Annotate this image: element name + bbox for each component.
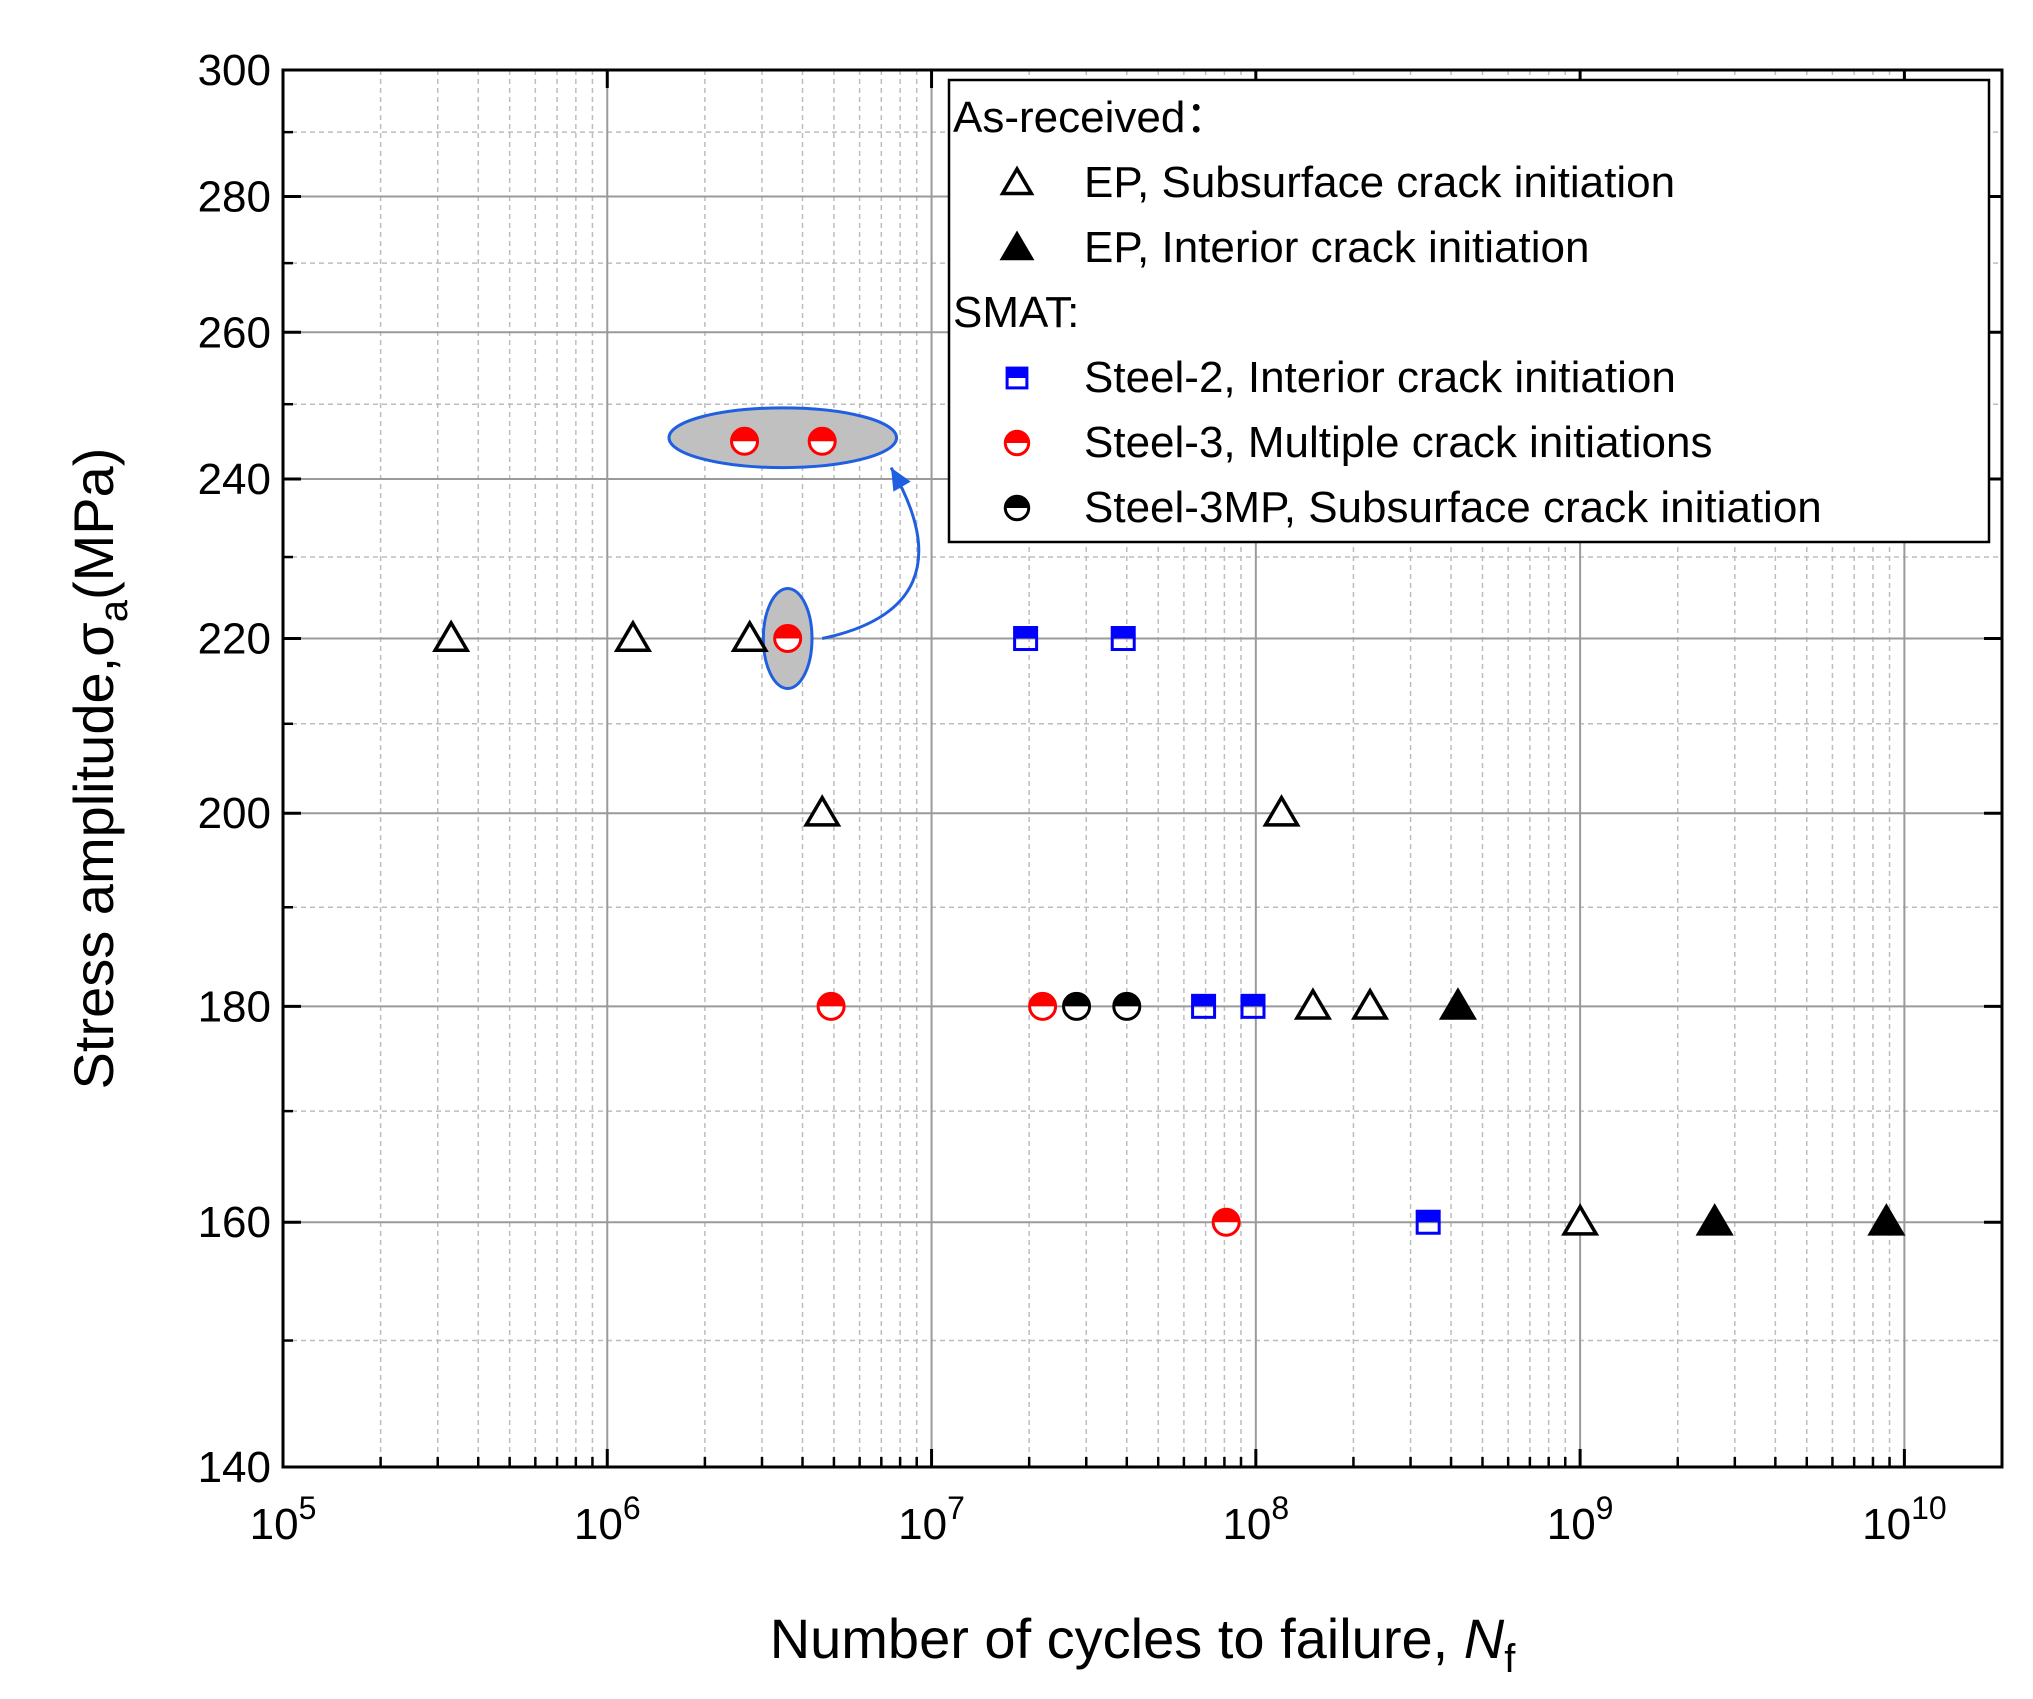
data-point-circle-half [807, 426, 837, 456]
highlight-ellipse [667, 406, 899, 470]
legend-entry-label: EP, Interior crack initiation [1084, 223, 1589, 272]
data-point-circle-half [1211, 1207, 1241, 1237]
legend-marker-triangle-filled [999, 230, 1035, 261]
y-tick-label: 220 [198, 615, 271, 664]
data-point-square-half [1013, 626, 1039, 652]
data-point-triangle-open [803, 794, 842, 827]
data-point-circle-half [1062, 991, 1092, 1021]
legend-marker-triangle-open [999, 165, 1035, 196]
legend-box [947, 78, 1991, 544]
legend-marker-circle-half [1003, 494, 1031, 522]
data-point-circle-half [1112, 991, 1142, 1021]
x-tick-label: 107 [898, 1490, 965, 1549]
data-point-triangle-filled [1867, 1203, 1906, 1236]
x-tick-label: 105 [250, 1490, 317, 1549]
x-tick-label: 108 [1222, 1490, 1289, 1549]
data-point-triangle-filled [1695, 1203, 1734, 1236]
annotation-arrowhead [891, 467, 911, 492]
data-point-circle-half [730, 426, 760, 456]
data-points-layer [432, 426, 1906, 1237]
plot-frame [281, 68, 2004, 1469]
y-tick-label: 140 [198, 1443, 271, 1492]
data-point-triangle-open [432, 619, 471, 652]
legend-entry-label: Steel-3, Multiple crack initiations [1084, 418, 1712, 467]
data-point-circle-half [773, 624, 803, 654]
axis-ticks [281, 68, 2004, 1469]
legend-marker-square-half [1005, 366, 1029, 390]
y-axis-title: Stress amplitude,σa(MPa) [62, 448, 136, 1090]
data-point-triangle-open [1350, 987, 1390, 1020]
data-point-square-half [1415, 1209, 1441, 1235]
legend-entry-label: EP, Subsurface crack initiation [1084, 158, 1675, 207]
data-point-square-half [1240, 993, 1266, 1019]
y-tick-label: 180 [198, 982, 271, 1031]
data-point-triangle-open [1561, 1203, 1600, 1236]
data-point-circle-half [1028, 991, 1058, 1021]
data-point-triangle-open [613, 619, 653, 652]
x-axis-title: Number of cycles to failure, Nf [770, 1607, 1517, 1681]
legend-group-header: SMAT: [953, 288, 1079, 337]
axis-tick-labels: 140 160 180 200 220 240 260 280 300 105 106 107 108 1… [198, 46, 1947, 1549]
y-tick-label: 160 [198, 1198, 271, 1247]
y-tick-label: 260 [198, 308, 271, 357]
x-tick-label: 106 [574, 1490, 641, 1549]
data-point-triangle-open [1262, 794, 1301, 827]
y-tick-label: 300 [198, 46, 271, 95]
data-point-triangle-open [730, 619, 769, 652]
data-point-square-half [1191, 993, 1217, 1019]
data-point-circle-half [816, 991, 846, 1021]
legend-entry-label: Steel-2, Interior crack initiation [1084, 353, 1676, 402]
x-tick-label: 109 [1547, 1490, 1614, 1549]
y-tick-label: 240 [198, 455, 271, 504]
x-tick-label: 1010 [1862, 1490, 1947, 1549]
data-point-square-half [1110, 626, 1136, 652]
y-tick-label: 280 [198, 172, 271, 221]
legend-marker-circle-half [1003, 429, 1031, 457]
legend-entry-label: Steel-3MP, Subsurface crack initiation [1084, 483, 1822, 532]
legend-group-header: As-received： [953, 93, 1229, 142]
data-point-triangle-open [1293, 987, 1332, 1020]
legend: As-received： EP, Subsurface crack initiat… [947, 78, 1991, 544]
annotation-arrow [821, 466, 921, 640]
data-point-triangle-filled [1438, 987, 1477, 1020]
y-tick-label: 200 [198, 789, 271, 838]
